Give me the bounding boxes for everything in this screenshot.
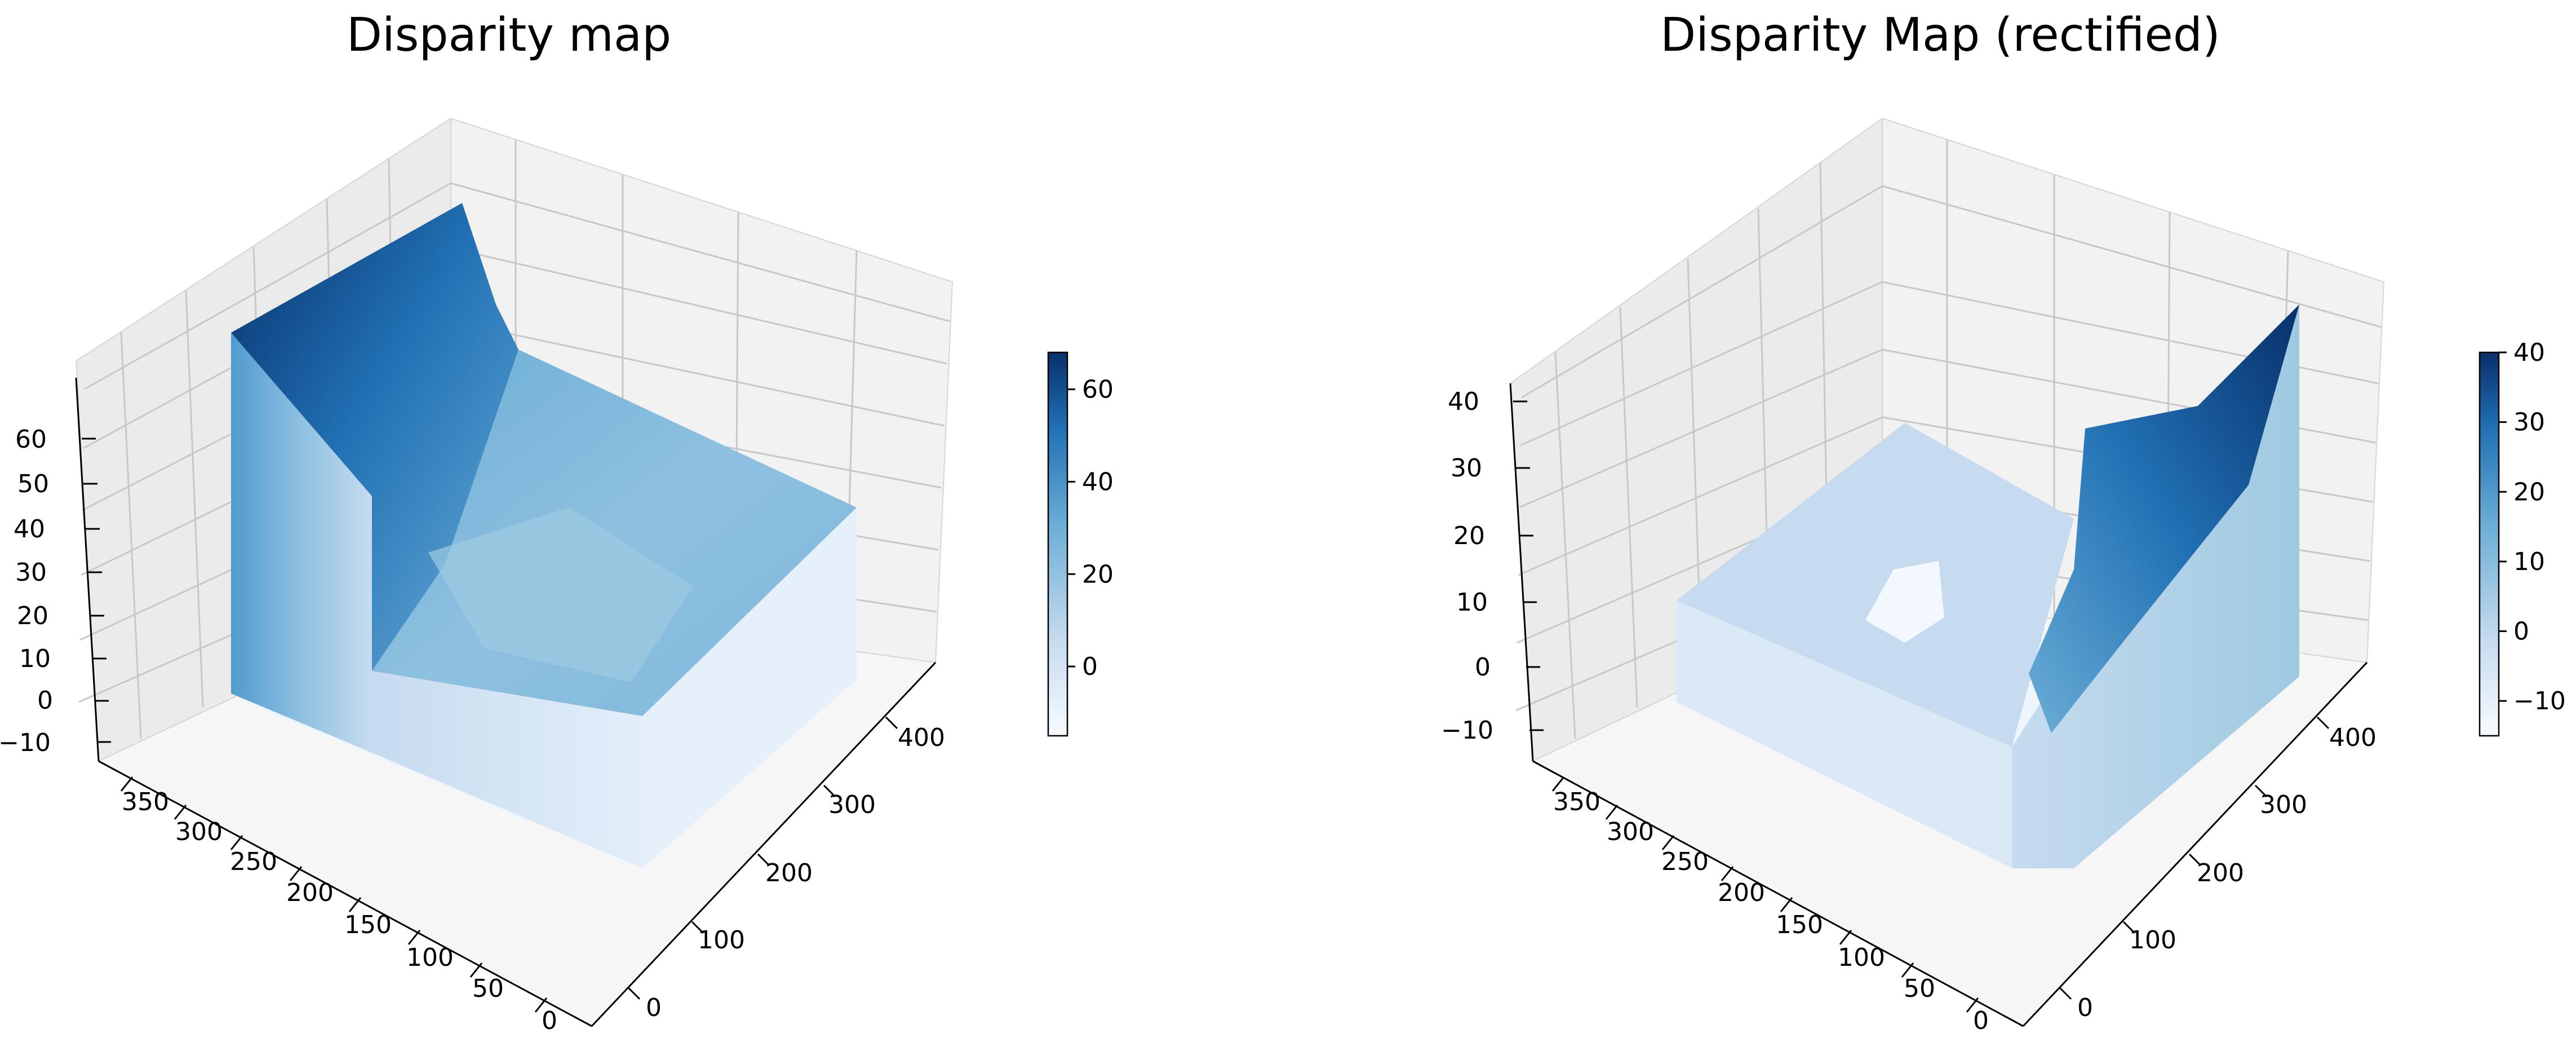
z-tick-label: 60 xyxy=(15,425,47,454)
z-tick-label: 30 xyxy=(15,558,47,587)
colorbar-tick-label: 40 xyxy=(1082,467,1114,496)
x-axis: 0 100 200 300 400 xyxy=(2022,661,2377,1027)
y-tick-label: 350 xyxy=(122,788,169,816)
y-tick-label: 0 xyxy=(1973,1006,1989,1035)
y-tick-label: 0 xyxy=(542,1006,557,1035)
x-tick-label: 100 xyxy=(698,926,745,955)
colorbar-tick-label: 0 xyxy=(2513,617,2529,646)
z-tick-label: 20 xyxy=(1453,522,1485,550)
z-tick-label: 0 xyxy=(37,686,53,715)
z-tick-label: 40 xyxy=(1448,387,1479,416)
colorbar-gradient xyxy=(2479,351,2500,737)
y-axis: 0 50 100 150 200 250 300 350 xyxy=(1532,760,2024,1035)
surface-front-wall xyxy=(372,671,642,868)
surface-shadow xyxy=(428,507,693,682)
z-tick-label: −10 xyxy=(0,728,51,757)
x-tick-label: 0 xyxy=(646,993,662,1022)
x-tick-label: 0 xyxy=(2077,993,2093,1022)
y-tick-label: 250 xyxy=(230,847,277,876)
chart-title: Disparity map xyxy=(347,8,671,62)
colorbar-tick-label: 20 xyxy=(2513,478,2545,506)
x-tick-label: 400 xyxy=(2329,723,2377,752)
colorbar-tick-label: 20 xyxy=(1082,560,1114,589)
y-tick-label: 250 xyxy=(1661,847,1709,876)
x-tick-label: 200 xyxy=(765,859,813,887)
x-tick-label: 300 xyxy=(828,790,876,819)
colorbar-tick-label: −10 xyxy=(2513,687,2566,715)
y-tick-label: 100 xyxy=(406,943,454,972)
z-tick-label: 20 xyxy=(17,602,48,630)
z-tick-label: 10 xyxy=(19,644,51,673)
surface-front-wall xyxy=(1677,600,2012,868)
z-axis: −10 0 10 20 30 40 xyxy=(1441,383,1544,762)
rectified-disparity-surface xyxy=(1668,304,2299,868)
y-tick-label: 100 xyxy=(1838,943,1885,972)
chart-title: Disparity Map (rectified) xyxy=(1660,8,2220,62)
z-tick-label: −10 xyxy=(1441,716,1493,745)
rectified-disparity-map-panel: Disparity Map (rectified) xyxy=(1441,8,2566,1035)
surface-left-wall xyxy=(231,333,372,753)
y-tick-label: 150 xyxy=(344,911,392,939)
y-tick-label: 300 xyxy=(175,818,223,846)
surface-right-wall xyxy=(642,507,857,868)
disparity-map-panel: Disparity map xyxy=(0,8,1114,1035)
colorbar: −10 0 10 20 30 40 xyxy=(2479,338,2566,737)
x-tick-label: 100 xyxy=(2129,926,2176,955)
x-tick-label: 300 xyxy=(2260,790,2307,819)
z-axis: −10 0 10 20 30 40 50 60 xyxy=(0,377,111,762)
z-tick-label: 10 xyxy=(1456,588,1488,617)
y-tick-label: 50 xyxy=(472,974,504,1003)
y-tick-label: 200 xyxy=(286,878,334,907)
colorbar-gradient xyxy=(1047,351,1068,737)
disparity-surface xyxy=(231,203,857,868)
surface-hole xyxy=(1865,561,1944,643)
z-tick-label: 40 xyxy=(14,515,45,544)
y-tick-label: 200 xyxy=(1718,878,1765,907)
colorbar-tick-label: 0 xyxy=(1082,652,1098,681)
y-tick-label: 50 xyxy=(1904,974,1935,1003)
z-tick-label: 50 xyxy=(17,470,49,498)
colorbar-tick-label: 40 xyxy=(2513,338,2545,367)
y-tick-label: 350 xyxy=(1553,788,1600,816)
x-tick-label: 200 xyxy=(2197,859,2244,887)
y-axis: 0 50 100 150 200 250 300 350 xyxy=(98,760,592,1035)
colorbar-tick-label: 10 xyxy=(2513,547,2545,576)
x-tick-label: 400 xyxy=(898,723,945,752)
z-tick-label: 30 xyxy=(1451,454,1482,483)
z-tick-label: 0 xyxy=(1475,653,1491,682)
colorbar: 0 20 40 60 xyxy=(1047,351,1114,737)
colorbar-tick-label: 30 xyxy=(2513,408,2545,437)
y-tick-label: 300 xyxy=(1607,818,1654,846)
y-tick-label: 150 xyxy=(1776,911,1823,939)
surface-ridge xyxy=(2029,304,2299,733)
colorbar-tick-label: 60 xyxy=(1082,375,1114,404)
x-axis: 0 100 200 300 400 xyxy=(591,661,945,1027)
surface-plateau xyxy=(1677,423,2074,747)
